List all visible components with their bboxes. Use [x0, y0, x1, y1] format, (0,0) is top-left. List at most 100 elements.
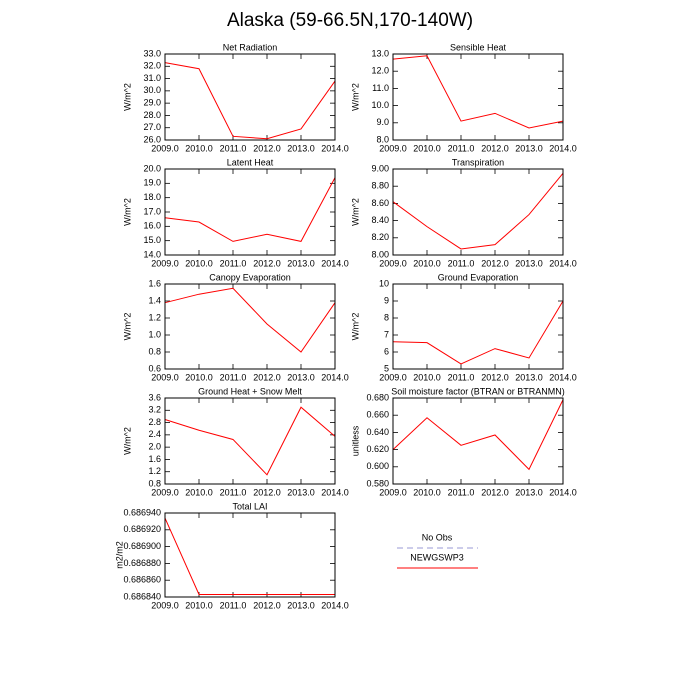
y-tick-label: 33.0 — [143, 48, 161, 58]
panel-title: Ground Heat + Snow Melt — [198, 386, 302, 396]
x-tick-label: 2014.0 — [321, 600, 349, 610]
panel: Net Radiation W/m^2 26.0 27.0 28.0 29.0 30.0 31… — [122, 42, 348, 153]
x-tick-label: 2011.0 — [220, 258, 247, 268]
x-tick-label: 2012.0 — [481, 258, 509, 268]
x-tick-label: 2009.0 — [151, 487, 179, 497]
plot-frame — [164, 397, 336, 485]
plot-frame — [392, 53, 564, 141]
x-tick-label: 2011.0 — [220, 487, 247, 497]
y-tick-label: 0.660 — [366, 410, 389, 420]
x-tick-label: 2012.0 — [253, 143, 281, 153]
y-tick-label: 10.0 — [371, 100, 389, 110]
y-tick-label: 8.00 — [371, 249, 389, 259]
x-tick-label: 2014.0 — [321, 487, 349, 497]
plot-frame — [392, 397, 564, 485]
y-tick-label: 12.0 — [371, 66, 389, 76]
data-line — [392, 55, 564, 129]
x-tick-label: 2010.0 — [185, 600, 213, 610]
y-tick-label: 0.686920 — [123, 524, 161, 534]
y-tick-label: 8.40 — [371, 215, 389, 225]
panel-title: Sensible Heat — [450, 42, 507, 52]
x-tick-label: 2014.0 — [549, 258, 577, 268]
panel: Transpiration W/m^2 8.00 8.20 8.40 8.60 8.80 9.… — [350, 157, 576, 268]
x-tick-label: 2010.0 — [413, 487, 441, 497]
panel: Ground Evaporation W/m^2 5 6 7 8 9 10 2009.0 2010… — [350, 272, 576, 382]
y-tick-label: 9.00 — [371, 163, 389, 173]
x-tick-label: 2010.0 — [185, 258, 213, 268]
y-tick-label: 14.0 — [143, 249, 161, 259]
x-tick-label: 2014.0 — [321, 258, 349, 268]
y-tick-label: 5 — [384, 363, 389, 373]
y-tick-label: 10 — [379, 278, 389, 288]
x-tick-label: 2013.0 — [287, 258, 315, 268]
y-tick-label: 8.20 — [371, 232, 389, 242]
data-line — [164, 406, 336, 476]
x-tick-label: 2012.0 — [481, 143, 509, 153]
y-tick-label: 0.686900 — [123, 541, 161, 551]
data-line — [392, 300, 564, 365]
y-tick-label: 1.4 — [148, 295, 161, 305]
y-axis-label: W/m^2 — [122, 313, 132, 341]
x-tick-label: 2012.0 — [481, 372, 509, 382]
y-tick-label: 8.0 — [376, 134, 389, 144]
y-tick-label: 0.580 — [366, 478, 389, 488]
y-tick-label: 0.686940 — [123, 507, 161, 517]
x-tick-label: 2009.0 — [151, 372, 179, 382]
x-tick-label: 2009.0 — [379, 258, 407, 268]
y-tick-label: 17.0 — [143, 206, 161, 216]
x-tick-label: 2013.0 — [287, 487, 315, 497]
panel: Canopy Evaporation W/m^2 0.6 0.8 1.0 1.2 1.4 1.… — [122, 272, 348, 382]
x-tick-label: 2010.0 — [185, 487, 213, 497]
y-tick-label: 0.680 — [366, 392, 389, 402]
x-tick-label: 2012.0 — [253, 372, 281, 382]
panel: Ground Heat + Snow Melt W/m^2 0.8 1.2 1.6 2.0… — [122, 386, 348, 497]
x-tick-label: 2014.0 — [321, 372, 349, 382]
plot-frame — [392, 168, 564, 256]
y-tick-label: 2.8 — [148, 417, 161, 427]
y-tick-label: 0.8 — [148, 346, 161, 356]
y-tick-label: 26.0 — [143, 134, 161, 144]
y-tick-label: 16.0 — [143, 221, 161, 231]
x-tick-label: 2011.0 — [220, 600, 247, 610]
x-tick-label: 2010.0 — [413, 258, 441, 268]
y-tick-label: 0.686860 — [123, 575, 161, 585]
y-tick-label: 9.0 — [376, 117, 389, 127]
x-tick-label: 2014.0 — [321, 143, 349, 153]
x-tick-label: 2009.0 — [151, 258, 179, 268]
x-tick-label: 2011.0 — [448, 372, 475, 382]
y-axis-label: W/m^2 — [122, 427, 132, 455]
x-tick-label: 2012.0 — [481, 487, 509, 497]
panel-title: Net Radiation — [223, 42, 278, 52]
y-tick-label: 2.0 — [148, 442, 161, 452]
y-axis-label: W/m^2 — [350, 198, 360, 226]
y-axis-label: unitless — [350, 425, 360, 456]
y-tick-label: 1.2 — [148, 312, 161, 322]
y-tick-label: 27.0 — [143, 122, 161, 132]
x-tick-label: 2012.0 — [253, 600, 281, 610]
x-tick-label: 2010.0 — [185, 372, 213, 382]
y-axis-label: W/m^2 — [122, 198, 132, 226]
panel-title: Canopy Evaporation — [209, 272, 291, 282]
y-tick-label: 0.8 — [148, 478, 161, 488]
y-tick-label: 1.6 — [148, 454, 161, 464]
plot-frame — [164, 53, 336, 141]
y-tick-label: 8 — [384, 312, 389, 322]
x-tick-label: 2012.0 — [253, 258, 281, 268]
y-tick-label: 7 — [384, 329, 389, 339]
y-tick-label: 20.0 — [143, 163, 161, 173]
y-axis-label: W/m^2 — [122, 83, 132, 111]
x-tick-label: 2011.0 — [220, 143, 247, 153]
legend-label: No Obs — [422, 532, 453, 542]
data-line — [392, 172, 564, 250]
y-tick-label: 8.80 — [371, 181, 389, 191]
x-tick-label: 2013.0 — [515, 487, 543, 497]
x-tick-label: 2013.0 — [287, 600, 315, 610]
plot-frame — [164, 283, 336, 370]
x-tick-label: 2010.0 — [413, 372, 441, 382]
x-tick-label: 2009.0 — [379, 372, 407, 382]
panel-title: Total LAI — [232, 501, 267, 511]
y-tick-label: 9 — [384, 295, 389, 305]
x-tick-label: 2012.0 — [253, 487, 281, 497]
y-tick-label: 0.686880 — [123, 558, 161, 568]
